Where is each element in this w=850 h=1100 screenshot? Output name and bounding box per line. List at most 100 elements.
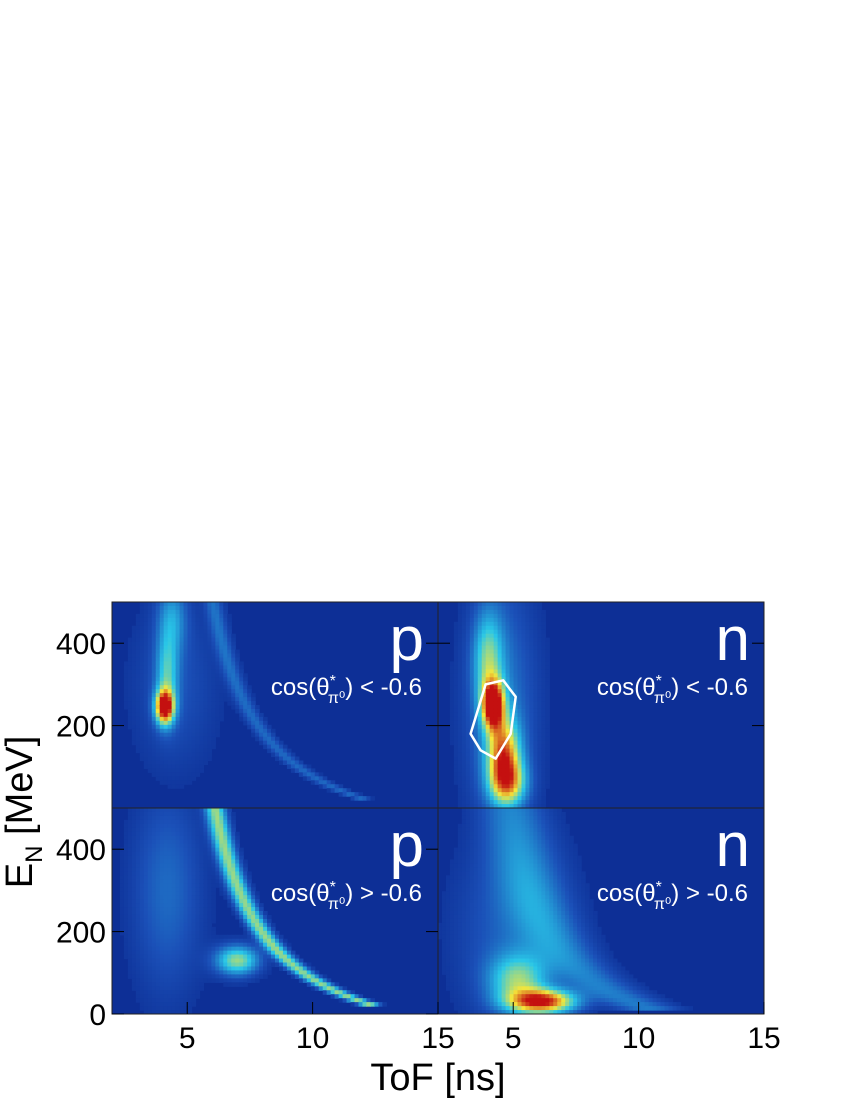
heatmap-cell [243, 922, 248, 928]
heatmap-cell [187, 887, 193, 892]
heatmap-cell [239, 851, 244, 857]
heatmap-cell [147, 899, 153, 904]
heatmap-cell [175, 772, 181, 777]
heatmap-cell [131, 899, 137, 904]
heatmap-cell [537, 633, 542, 639]
heatmap-cell [187, 752, 193, 758]
heatmap-cell [211, 903, 216, 908]
heatmap-cell [211, 831, 216, 837]
heatmap-cell [509, 752, 515, 758]
heatmap-cell [123, 677, 129, 682]
heatmap-cell [485, 673, 491, 678]
heatmap-cell [215, 819, 220, 825]
heatmap-cell [501, 883, 507, 888]
heatmap-cell [159, 653, 165, 659]
heatmap-cell [449, 942, 455, 948]
heatmap-cell [207, 732, 212, 738]
heatmap-cell [521, 712, 527, 718]
heatmap-cell [167, 966, 173, 972]
heatmap-cell [501, 1002, 507, 1007]
heatmap-cell [183, 685, 189, 690]
heatmap-cell [151, 633, 157, 639]
heatmap-cell [497, 712, 503, 718]
heatmap-cell [131, 649, 137, 655]
heatmap-cell [183, 819, 189, 825]
heatmap-cell [517, 617, 523, 623]
heatmap-cell [449, 740, 455, 746]
heatmap-cell [541, 796, 546, 801]
heatmap-cell [231, 693, 236, 698]
heatmap-cell [477, 974, 483, 979]
heatmap-cell [505, 899, 511, 904]
heatmap-cell [485, 974, 491, 979]
heatmap-cell [139, 605, 145, 611]
heatmap-cell [453, 946, 459, 952]
heatmap-cell [306, 970, 312, 975]
heatmap-cell [517, 645, 523, 651]
heatmap-cell [127, 708, 133, 714]
heatmap-cell [159, 954, 165, 960]
heatmap-cell [203, 605, 209, 611]
heatmap-cell [143, 946, 149, 952]
heatmap-cell [131, 720, 137, 726]
heatmap-cell [243, 708, 248, 714]
heatmap-cell [465, 685, 471, 690]
heatmap-cell [493, 815, 499, 821]
heatmap-cell [517, 772, 523, 777]
heatmap-cell [545, 637, 550, 643]
heatmap-cell [449, 974, 455, 979]
heatmap-cell [191, 986, 197, 991]
heatmap-cell [461, 946, 467, 952]
heatmap-cell [171, 724, 177, 730]
heatmap-cell [501, 867, 507, 872]
heatmap-cell [457, 847, 463, 853]
heatmap-cell [219, 942, 224, 948]
heatmap-cell [191, 772, 197, 777]
heatmap-cell [485, 954, 491, 960]
heatmap-cell [163, 744, 169, 750]
heatmap-cell [517, 720, 523, 726]
heatmap-cell [533, 804, 538, 808]
heatmap-cell [211, 661, 216, 666]
heatmap-cell [127, 637, 133, 643]
heatmap-cell [223, 677, 228, 682]
heatmap-cell [481, 914, 487, 920]
heatmap-cell [167, 740, 173, 746]
heatmap-cell [191, 903, 197, 908]
heatmap-cell [481, 946, 487, 952]
heatmap-cell [461, 768, 467, 773]
heatmap-cell [187, 1002, 193, 1007]
heatmap-cell [529, 756, 535, 762]
heatmap-cell [171, 934, 177, 940]
heatmap-cell [119, 867, 125, 872]
heatmap-cell [163, 605, 169, 611]
heatmap-cell [155, 712, 161, 718]
heatmap-cell [175, 689, 181, 694]
heatmap-cell [207, 875, 212, 880]
heatmap-cell [445, 982, 451, 987]
heatmap-cell [135, 661, 141, 666]
heatmap-cell [509, 796, 515, 801]
heatmap-cell [493, 982, 499, 987]
heatmap-cell [231, 657, 236, 663]
heatmap-cell [127, 895, 133, 900]
heatmap-cell [445, 899, 451, 904]
heatmap-cell [298, 958, 304, 964]
heatmap-cell [509, 697, 515, 702]
heatmap-cell [457, 677, 463, 682]
heatmap-cell [501, 800, 507, 805]
heatmap-cell [545, 669, 550, 674]
heatmap-cell [139, 693, 145, 698]
heatmap-cell [139, 966, 145, 972]
heatmap-cell [537, 740, 542, 746]
heatmap-cell [322, 776, 328, 781]
heatmap-cell [151, 649, 157, 655]
heatmap-cell [167, 891, 173, 896]
heatmap-cell [517, 728, 523, 734]
heatmap-cell [127, 712, 133, 718]
heatmap-cell [171, 914, 177, 920]
heatmap-cell [481, 986, 487, 991]
heatmap-cell [541, 788, 546, 793]
heatmap-cell [167, 641, 173, 647]
heatmap-cell [477, 982, 483, 987]
